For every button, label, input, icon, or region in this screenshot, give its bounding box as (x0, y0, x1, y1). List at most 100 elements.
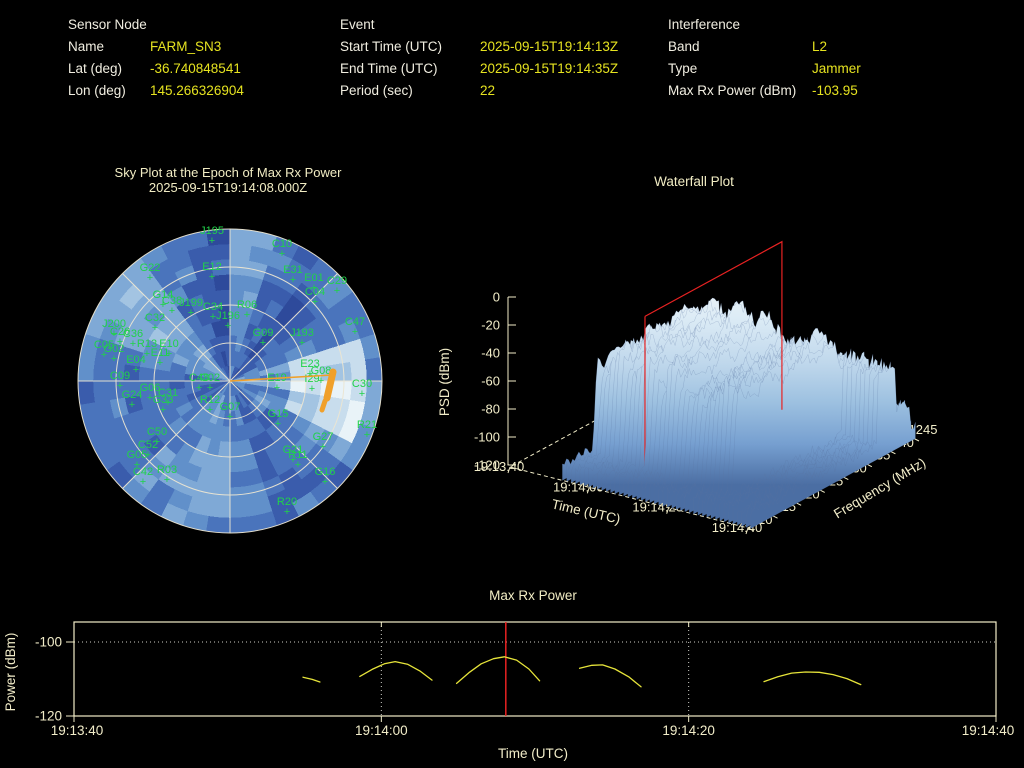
heat-cell (223, 366, 230, 381)
slice-frame-front (644, 240, 783, 410)
heat-cell (215, 376, 230, 381)
satellite-label: C02 (200, 372, 220, 384)
heat-cell (265, 424, 284, 443)
heat-cell (326, 461, 353, 489)
heat-cell (227, 381, 230, 397)
heat-cell (230, 381, 246, 384)
heat-cell (350, 359, 367, 381)
satellite-label: G24 (122, 389, 143, 401)
heat-cell (169, 371, 185, 381)
satellite-marker: + (274, 382, 280, 394)
satellite-marker: + (117, 336, 123, 348)
waterfall-plot[interactable]: 0-20-40-60-80-100-12019:13:4019:14:0019:… (430, 150, 1024, 550)
event-end-value: 2025-09-15T19:14:35Z (480, 61, 619, 76)
sky-plot[interactable]: J195+ C10+G22+E12+E31+ E01+C29+C04+G14+C38… (70, 221, 390, 541)
heat-cell (108, 436, 132, 462)
satellite-layer: J195+ C10+G22+E12+E31+ E01+C29+C04+G14+C38… (94, 225, 377, 518)
heat-cell (128, 332, 149, 353)
heat-cell (234, 394, 244, 410)
heat-cell (351, 423, 375, 450)
heat-cell (154, 357, 173, 372)
heat-cell (139, 352, 158, 370)
heat-cell (291, 415, 312, 435)
heat-cell (239, 438, 254, 457)
satellite-marker: + (130, 338, 136, 350)
heat-cell (230, 289, 245, 306)
heat-cell (272, 502, 299, 526)
heat-cell (169, 388, 187, 400)
psd-tick-label: 0 (493, 290, 500, 305)
satellite-marker: + (166, 348, 172, 360)
heat-cell (230, 372, 244, 381)
heat-cell (215, 374, 230, 381)
heat-cell (271, 454, 293, 476)
satellite-label: E11 (151, 347, 170, 359)
heat-cell (149, 259, 175, 283)
satellite-label: C04 (305, 286, 325, 298)
heat-cell (230, 367, 239, 381)
heat-cell (175, 345, 194, 361)
heat-cell (264, 442, 284, 463)
heat-cell (249, 496, 273, 517)
heat-cell (230, 304, 242, 321)
event-period-value: 22 (480, 83, 496, 98)
heat-cell (138, 366, 155, 381)
waterfall-psd-axis-label: PSD (dBm) (437, 348, 452, 416)
heat-cell (195, 435, 212, 454)
power-x-axis-label: Time (UTC) (498, 746, 568, 761)
satellite-label: J199 (179, 297, 203, 309)
satellite-marker: + (111, 353, 117, 365)
heat-cell (271, 286, 293, 308)
heat-cell (199, 381, 215, 386)
heat-cell (201, 290, 219, 309)
time-tick (666, 507, 670, 514)
heat-cell (135, 422, 157, 444)
satellite-marker: + (188, 307, 194, 319)
heat-cell (79, 402, 100, 428)
x-tick-label: 19:13:40 (51, 723, 104, 738)
heat-cell (316, 348, 336, 367)
jammer-trail-marker-2 (319, 398, 328, 413)
satellite-marker: + (309, 383, 315, 395)
heat-cell (303, 318, 325, 340)
heat-cell (220, 351, 228, 367)
satellite-label: C36 (123, 328, 143, 340)
heat-cell (230, 376, 245, 381)
heat-cell (290, 381, 307, 393)
heat-cell (221, 381, 230, 395)
heat-cell (202, 363, 218, 375)
max-rx-power-plot[interactable]: 19:13:40 19:14:00 19:14:20 19:14:40 -100 -120… (0, 588, 1024, 768)
heat-cell (201, 453, 219, 472)
heat-cell (253, 448, 272, 468)
satellite-label: G21 (283, 444, 304, 456)
heat-cell (301, 270, 327, 295)
power-plot-title: Max Rx Power (489, 588, 577, 603)
heat-cell (208, 244, 230, 261)
heat-cell (185, 430, 203, 449)
heat-cell (262, 338, 280, 355)
heat-cell (316, 452, 341, 478)
heat-cell (202, 323, 216, 341)
heat-cell (197, 275, 216, 295)
satellite-label: C34 (203, 301, 223, 313)
satellite-marker: + (111, 328, 117, 340)
heat-cell (169, 362, 187, 374)
heat-cell (221, 367, 230, 381)
heat-cell (311, 332, 332, 353)
satellite-marker: + (284, 506, 290, 518)
satellite-label: G02 (104, 343, 125, 355)
heat-cell (135, 318, 157, 340)
satellite-label: G22 (140, 262, 161, 274)
heat-cell (257, 430, 275, 449)
heat-cell (275, 381, 291, 391)
heat-cell (238, 356, 252, 371)
heat-cell (157, 346, 176, 363)
heat-cell (243, 367, 259, 377)
satellite-marker: + (196, 382, 202, 394)
event-period-row: Period (sec) 22 (340, 80, 618, 102)
heat-cell (206, 438, 221, 457)
heat-cell (216, 394, 226, 410)
heat-cell (94, 338, 115, 362)
heat-cell (78, 381, 95, 405)
heat-cell (230, 381, 239, 395)
